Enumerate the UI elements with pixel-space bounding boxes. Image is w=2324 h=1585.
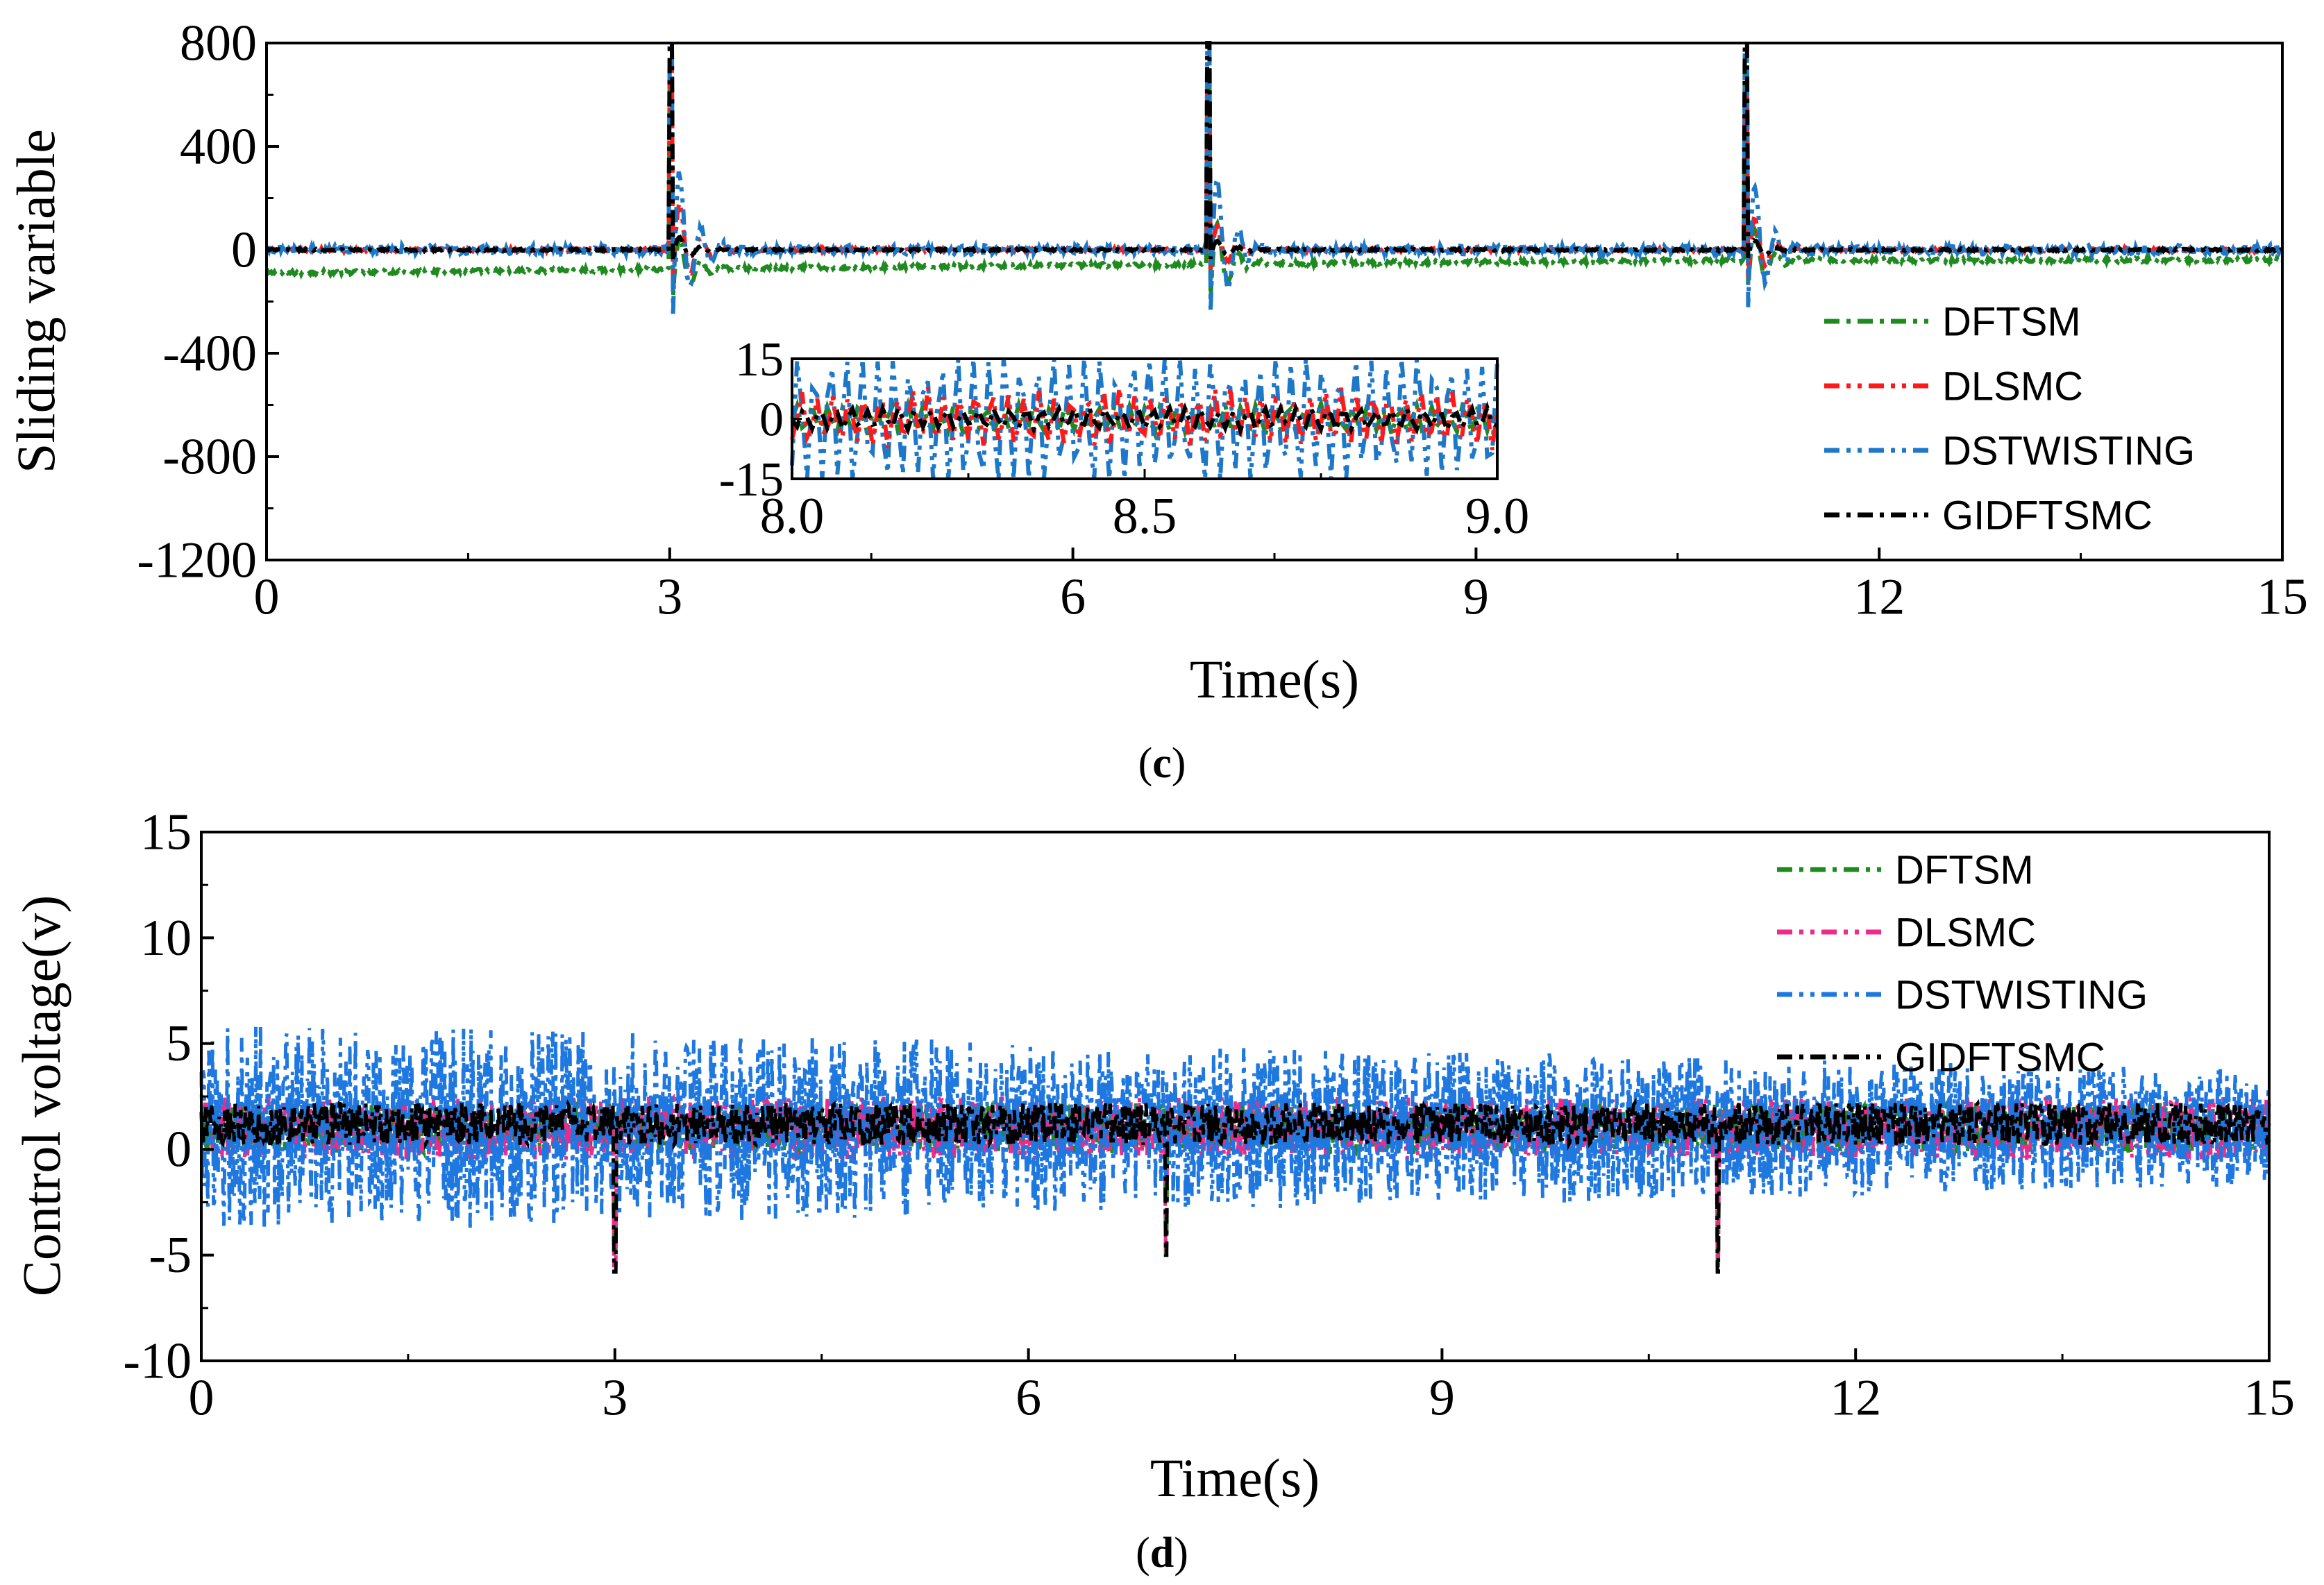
- c-inset-series-line-gidftsmc: [790, 401, 1499, 437]
- c-xtick-label: 9: [1463, 569, 1489, 626]
- c-ytick-label: -1200: [137, 532, 257, 588]
- d-xtick-label: 12: [1830, 1370, 1881, 1427]
- d-legend: DFTSM DLSMC DSTWISTING GIDFTSMC: [1777, 847, 2148, 1080]
- d-legend-label-dftsm: DFTSM: [1895, 847, 2034, 892]
- c-inset-series-group: [790, 358, 1499, 480]
- c-xlabel: Time(s): [1190, 649, 1359, 709]
- c-inset-series-line-dlsmc: [790, 387, 1499, 450]
- d-xtick-label: 0: [189, 1370, 214, 1427]
- c-legend: DFTSM DLSMC DSTWISTING GIDFTSMC: [1824, 299, 2195, 538]
- d-ytick-label: -5: [149, 1227, 192, 1284]
- c-inset-ytick-label: 15: [735, 333, 784, 387]
- d-xtick-label: 6: [1016, 1370, 1041, 1427]
- d-axis-ticks: 0 3 6 9 12 15 15 10 5 0 -5 -10: [123, 804, 2295, 1426]
- d-xtick-label: 3: [602, 1370, 628, 1427]
- c-series-line-dstwisting: [264, 46, 2284, 316]
- c-axis-ticks: 0 3 6 9 12 15 800 400 0 -400 -800 -1200: [137, 15, 2308, 625]
- c-series-line-dftsm: [264, 67, 2284, 300]
- d-panel-letter: d: [1150, 1529, 1174, 1577]
- c-ytick-label: -400: [162, 325, 257, 382]
- c-inset-series-line-dstwisting: [790, 358, 1499, 480]
- c-inset: 8.0 8.5 9.0 15 0 -15: [719, 333, 1530, 545]
- d-ytick-label: -10: [123, 1332, 192, 1389]
- d-xtick-label: 15: [2243, 1370, 2295, 1427]
- c-inset-ticks: 8.0 8.5 9.0 15 0 -15: [719, 333, 1530, 545]
- c-inset-ytick-label: 0: [759, 393, 784, 447]
- c-xtick-label: 6: [1060, 569, 1086, 626]
- c-ylabel: Sliding variable: [6, 129, 66, 473]
- c-ytick-label: 800: [180, 15, 257, 71]
- c-xtick-label: 12: [1853, 569, 1905, 626]
- d-series-line-dstwisting: [199, 1025, 2271, 1230]
- d-legend-label-dlsmc: DLSMC: [1895, 910, 2036, 955]
- c-xtick-label: 0: [254, 569, 280, 626]
- d-series-line-gidftsmc: [199, 1097, 2271, 1274]
- c-inset-xtick-label: 8.5: [1113, 488, 1177, 545]
- c-ytick-label: -800: [162, 428, 257, 485]
- c-panel-caption: (c): [1138, 740, 1186, 787]
- d-ytick-label: 10: [140, 910, 192, 967]
- panel-c: 0 3 6 9 12 15 800 400 0 -400 -800 -1200 Time(s) Sli…: [6, 15, 2308, 787]
- d-series-group: [199, 1025, 2271, 1274]
- c-series-line-gidftsmc: [265, 41, 2284, 262]
- panel-d: 0 3 6 9 12 15 15 10 5 0 -5 -10 Time(s) Control volt…: [11, 804, 2295, 1577]
- c-legend-label-dstwisting: DSTWISTING: [1942, 428, 2195, 473]
- d-ylabel: Control voltage(v): [11, 895, 71, 1296]
- d-ytick-label: 5: [166, 1015, 192, 1072]
- d-xtick-label: 9: [1429, 1370, 1455, 1427]
- c-ytick-label: 400: [180, 118, 257, 175]
- d-legend-label-gidftsmc: GIDFTSMC: [1895, 1035, 2105, 1080]
- d-legend-label-dstwisting: DSTWISTING: [1895, 972, 2148, 1017]
- c-inset-xtick-label: 8.0: [760, 488, 825, 545]
- c-series-group: [264, 41, 2284, 316]
- d-ytick-label: 15: [140, 804, 192, 861]
- d-xlabel: Time(s): [1150, 1448, 1320, 1508]
- c-xtick-label: 3: [657, 569, 682, 626]
- c-xtick-label: 15: [2257, 569, 2308, 626]
- c-ytick-label: 0: [231, 221, 257, 278]
- c-legend-label-gidftsmc: GIDFTSMC: [1942, 493, 2153, 538]
- d-panel-caption: (d): [1136, 1529, 1188, 1577]
- c-inset-xtick-label: 9.0: [1465, 488, 1530, 545]
- c-inset-ytick-label: -15: [719, 453, 784, 507]
- d-ytick-label: 0: [166, 1121, 192, 1178]
- c-legend-label-dftsm: DFTSM: [1942, 299, 2081, 344]
- c-panel-letter: c: [1152, 740, 1172, 787]
- c-legend-label-dlsmc: DLSMC: [1942, 364, 2083, 409]
